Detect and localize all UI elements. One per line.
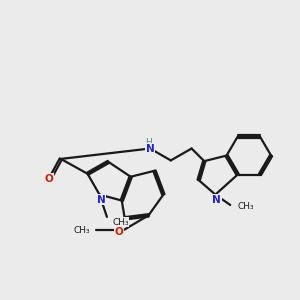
Text: CH₃: CH₃: [112, 218, 129, 227]
Text: N: N: [212, 195, 221, 205]
Text: O: O: [114, 227, 123, 237]
Text: N: N: [146, 143, 154, 154]
Text: H: H: [145, 138, 152, 147]
Text: CH₃: CH₃: [73, 226, 90, 235]
Text: N: N: [97, 195, 105, 205]
Text: O: O: [45, 174, 53, 184]
Text: CH₃: CH₃: [238, 202, 254, 211]
